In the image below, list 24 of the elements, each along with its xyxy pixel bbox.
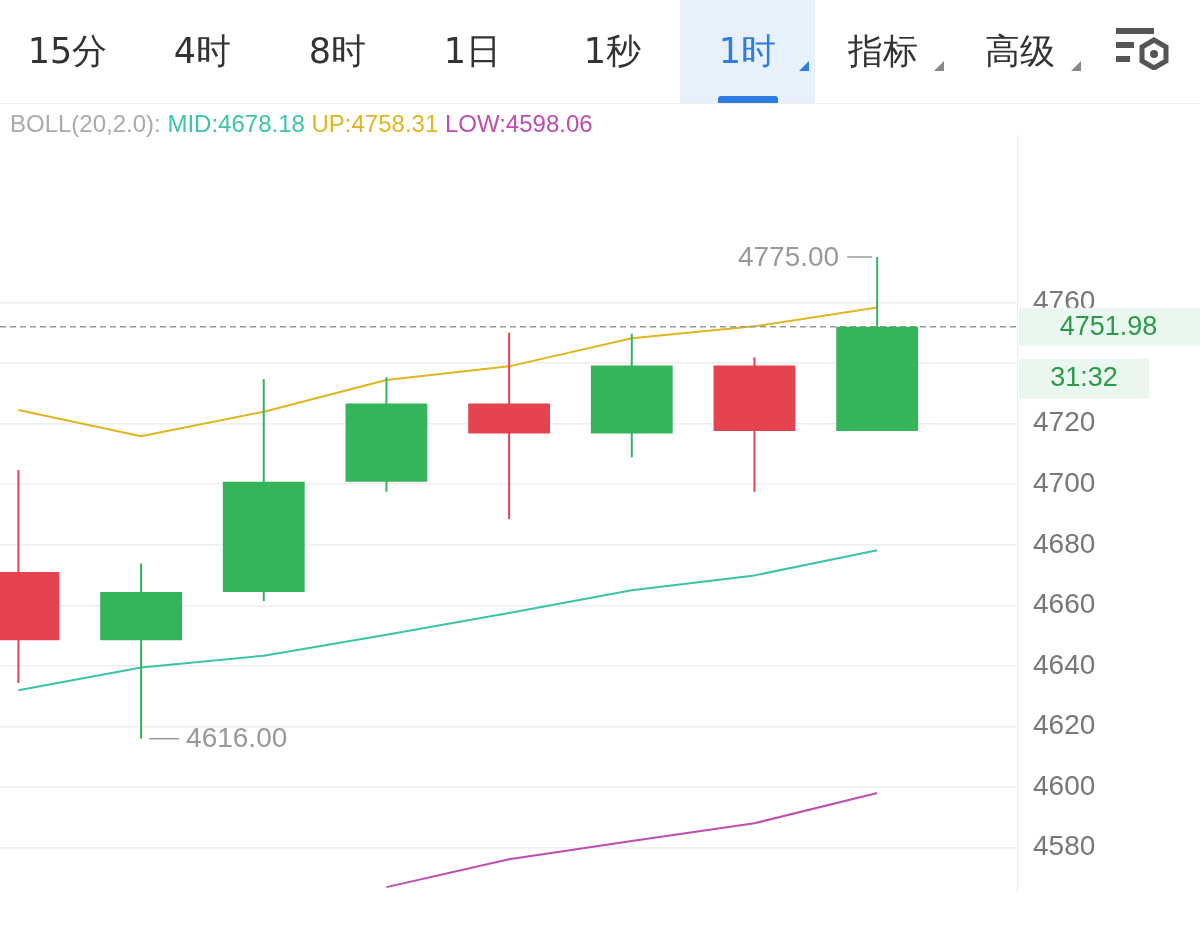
text: UP:4758.31 <box>311 110 440 137</box>
text: 指标 <box>846 30 919 73</box>
y-tick-label: 4680 <box>1033 527 1096 559</box>
y-tick-label: 4640 <box>1033 648 1096 680</box>
ref-line-label: 4751.98 <box>1059 311 1158 342</box>
text: 4时 <box>172 30 233 73</box>
chart-title: BOLL(20,2.0): <box>10 110 162 137</box>
text: 31:32 <box>1050 362 1118 393</box>
text: 1秒 <box>582 30 643 73</box>
y-tick-label: 4720 <box>1033 406 1096 438</box>
text: 1时 <box>680 0 815 103</box>
text: 15分 <box>26 30 109 73</box>
text: MID:4678.18 <box>167 110 306 137</box>
text: LOW:4598.06 <box>444 110 593 137</box>
y-tick-label: 4600 <box>1033 769 1096 801</box>
y-tick-label: 4700 <box>1033 466 1096 498</box>
text: 1日 <box>442 30 503 73</box>
y-tick-label: 4580 <box>1033 830 1096 862</box>
annotation: 4775.00 <box>737 240 840 272</box>
y-tick-label: 4660 <box>1033 588 1096 620</box>
y-tick-label: 4620 <box>1033 709 1096 741</box>
text: 高级 <box>983 30 1056 73</box>
text: 8时 <box>307 30 368 73</box>
annotation: 4616.00 <box>186 722 288 754</box>
